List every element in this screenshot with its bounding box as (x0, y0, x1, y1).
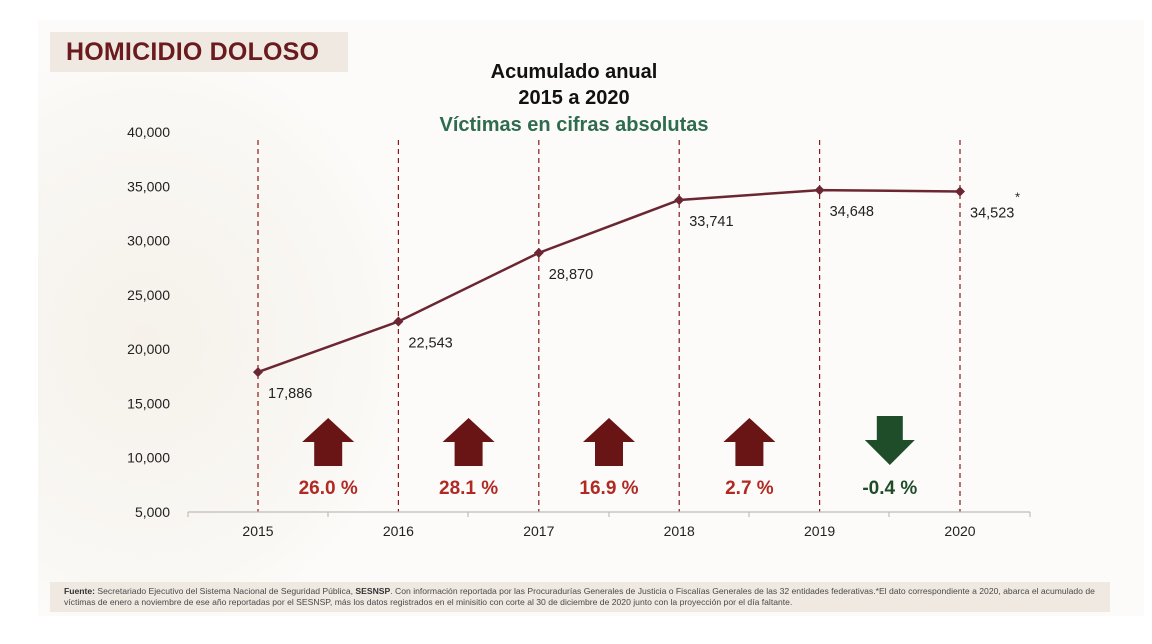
change-label: 28.1 % (439, 478, 498, 499)
chart-title-line-1: Acumulado anual (491, 61, 658, 83)
y-tick-label: 5,000 (135, 504, 170, 520)
background-panel (38, 20, 1144, 616)
data-label: 17,886 (268, 386, 312, 402)
y-tick-label: 30,000 (127, 233, 170, 249)
series-line (257, 188, 961, 374)
x-tick-label: 2016 (383, 523, 414, 539)
data-label: 34,523 (970, 205, 1014, 221)
y-tick-label: 15,000 (127, 395, 170, 411)
x-tick-label: 2015 (242, 523, 273, 539)
arrow-up-icon (583, 418, 635, 466)
data-label: 34,648 (830, 204, 874, 220)
data-point-marker (253, 367, 263, 378)
x-tick-label: 2017 (523, 523, 554, 539)
chart-title-line-2: 2015 a 2020 (518, 87, 629, 109)
change-label: 26.0 % (299, 478, 358, 499)
footnote-marker: * (1015, 189, 1020, 204)
data-point-marker (674, 194, 685, 205)
change-label: 16.9 % (579, 478, 638, 499)
source-text-2: . Con información reportada por las Proc… (64, 586, 1095, 607)
y-tick-label: 10,000 (127, 450, 170, 466)
x-tick-label: 2019 (804, 523, 835, 539)
source-text-1: Secretariado Ejecutivo del Sistema Nacio… (97, 586, 356, 596)
arrow-up-icon (442, 418, 495, 466)
arrow-down-icon (864, 416, 915, 465)
arrow-up-icon (302, 418, 355, 466)
data-point-marker (955, 186, 965, 197)
source-label: Fuente: (64, 586, 96, 596)
y-tick-label: 35,000 (127, 178, 170, 194)
y-tick-label: 20,000 (127, 341, 170, 357)
change-label: -0.4 % (862, 478, 917, 499)
title-box (50, 32, 348, 72)
y-tick-label: 40,000 (127, 124, 170, 140)
source-bold: SESNSP (355, 586, 391, 596)
page-title: HOMICIDIO DOLOSO (66, 38, 320, 66)
data-label: 33,741 (689, 214, 733, 230)
x-tick-label: 2020 (944, 523, 975, 539)
data-label: 28,870 (549, 267, 593, 283)
change-label: 2.7 % (725, 478, 774, 499)
source-footnote: Fuente: Secretariado Ejecutivo del Siste… (50, 582, 1110, 612)
arrow-up-icon (723, 418, 776, 466)
data-point-marker (393, 316, 404, 327)
chart-subtitle: Víctimas en cifras absolutas (439, 114, 708, 136)
x-tick-label: 2018 (664, 523, 695, 539)
data-point-marker (533, 247, 544, 258)
data-label: 22,543 (408, 336, 452, 352)
data-point-marker (814, 185, 825, 196)
y-tick-label: 25,000 (127, 287, 170, 303)
